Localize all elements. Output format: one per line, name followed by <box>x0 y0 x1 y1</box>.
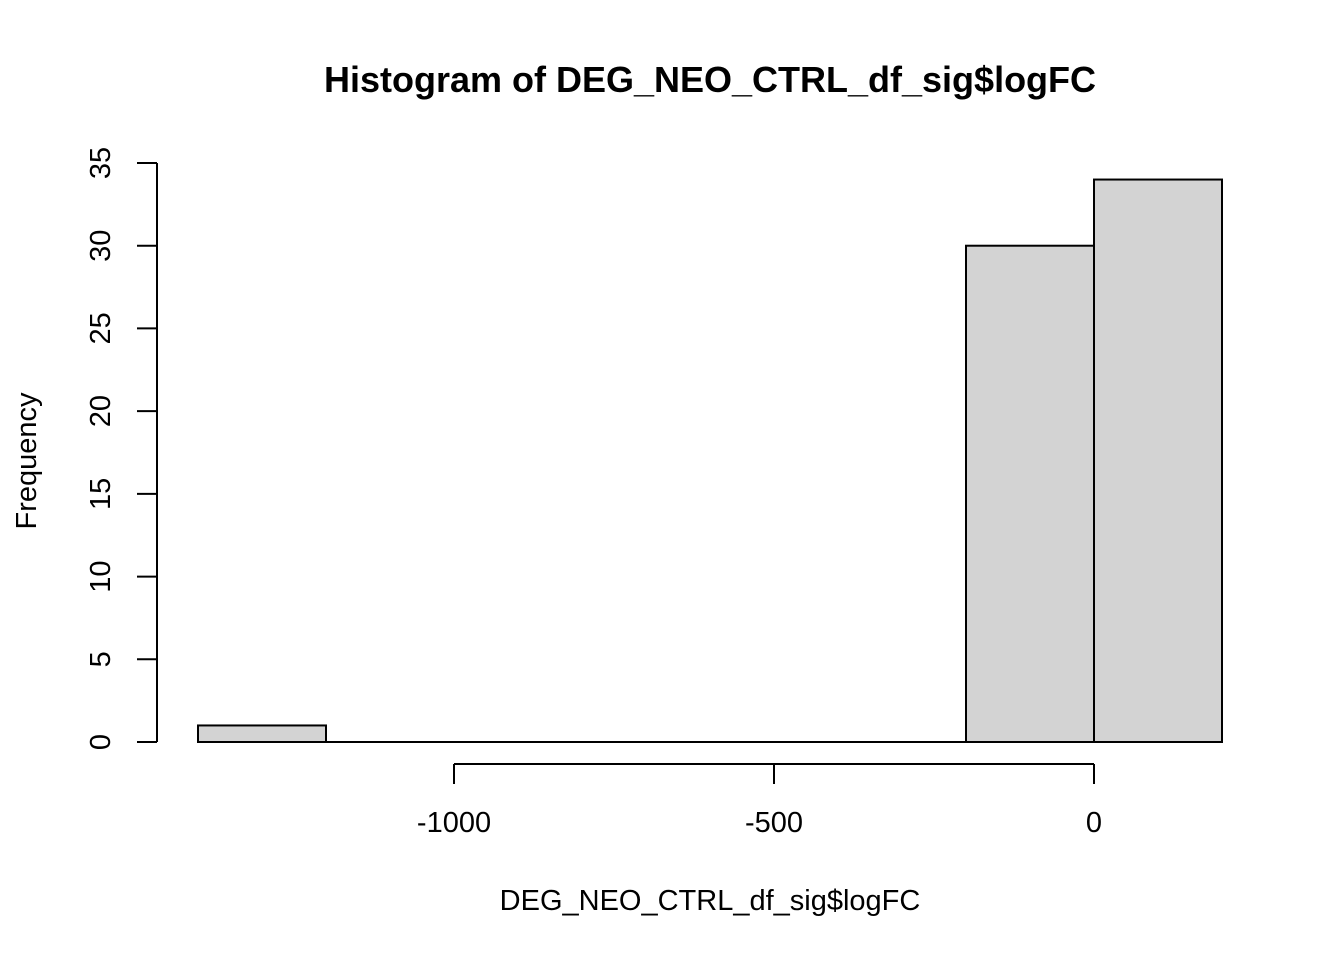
y-tick-label: 10 <box>85 560 117 592</box>
histogram-bar <box>1093 178 1223 744</box>
y-tick-label: 20 <box>85 395 117 427</box>
histogram-bar <box>197 724 327 744</box>
bars-group <box>197 178 1223 744</box>
chart-title: Histogram of DEG_NEO_CTRL_df_sig$logFC <box>324 59 1096 100</box>
y-tick-label: 0 <box>85 734 117 750</box>
x-tick-label: -1000 <box>417 807 491 839</box>
y-axis: 0 5 10 15 20 25 30 35 <box>85 147 158 750</box>
y-tick-label: 30 <box>85 230 117 262</box>
x-tick-label: -500 <box>745 807 803 839</box>
y-tick-label: 25 <box>85 312 117 344</box>
y-tick-label: 35 <box>85 147 117 179</box>
y-tick-label: 15 <box>85 478 117 510</box>
y-axis-label: Frequency <box>11 392 43 530</box>
x-axis: -1000 -500 0 <box>417 763 1102 839</box>
x-axis-label: DEG_NEO_CTRL_df_sig$logFC <box>500 885 921 917</box>
y-tick-label: 5 <box>85 651 117 667</box>
histogram-bar <box>965 244 1095 743</box>
x-tick-label: 0 <box>1086 807 1102 839</box>
